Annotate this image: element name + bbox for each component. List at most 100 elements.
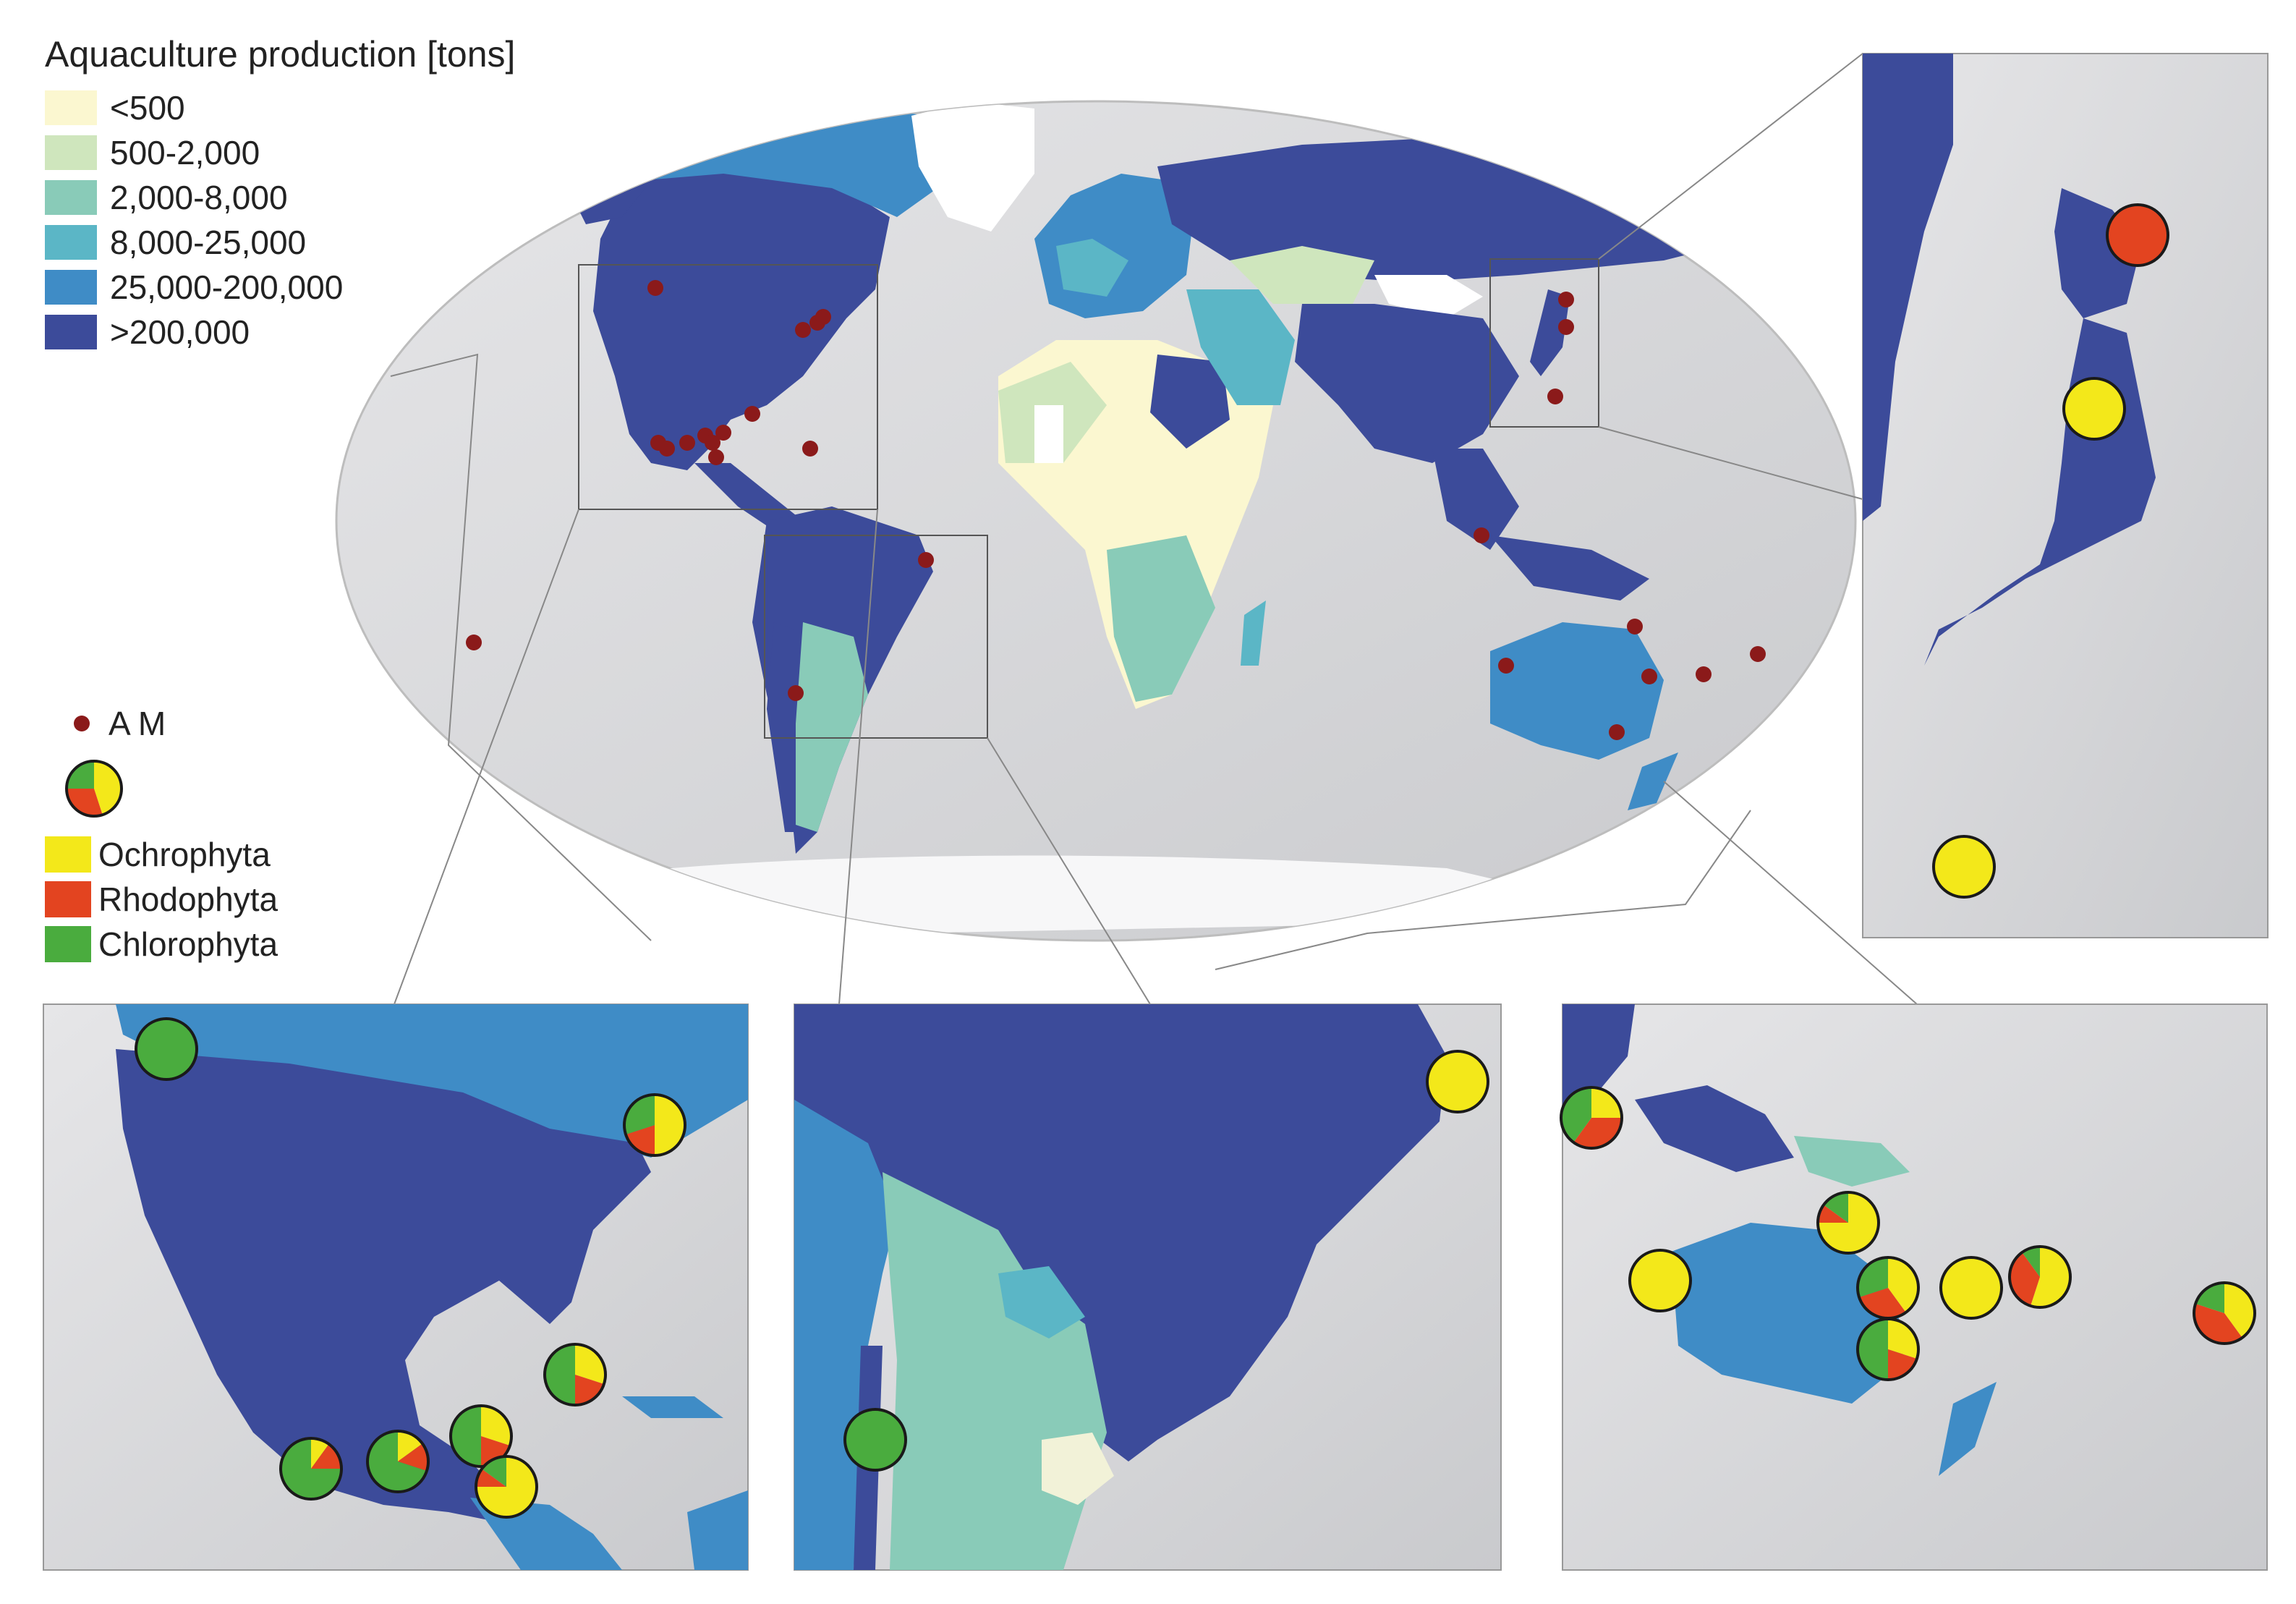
- mongolia-land: [1374, 275, 1483, 318]
- am-site-dot: [1696, 666, 1712, 682]
- pie-slice: [1427, 1051, 1488, 1112]
- site-pie: [135, 1017, 198, 1081]
- pie-outline: [843, 1408, 907, 1472]
- phyla-legend-rows: Ochrophyta Rhodophyta Chlorophyta: [45, 832, 278, 967]
- site-pie: [279, 1437, 343, 1501]
- argentina-land: [796, 622, 868, 832]
- am-site-dot: [1558, 292, 1574, 307]
- oc-inset-australia: [1671, 1223, 1910, 1404]
- am-dots: [466, 280, 1766, 740]
- legend-class-label: 25,000-200,000: [110, 268, 344, 306]
- site-pie: [366, 1430, 430, 1493]
- am-site-dot: [795, 322, 811, 338]
- am-site-dot: [1641, 669, 1657, 684]
- pie-slice: [545, 1344, 575, 1405]
- am-site-dot: [788, 685, 804, 701]
- am-site-dot: [466, 635, 482, 650]
- inset-south-america: [794, 1003, 1502, 1571]
- legend-class-label: >200,000: [110, 313, 250, 351]
- jp-region-box: [1489, 258, 1599, 428]
- jp-inset-mainland: [1863, 54, 1953, 521]
- pie-outline: [1816, 1191, 1880, 1255]
- pie-slice: [136, 1019, 197, 1079]
- phylum-label: Chlorophyta: [98, 925, 279, 963]
- na-inset-cuba: [622, 1396, 723, 1418]
- am-site-dot: [1558, 319, 1574, 335]
- pie-slice: [94, 761, 122, 815]
- oc-inset-png: [1794, 1136, 1910, 1187]
- pie-outline: [2062, 377, 2126, 441]
- pie-slice: [2031, 1247, 2071, 1308]
- pie-outline: [1856, 1317, 1920, 1381]
- am-site-dot: [1498, 658, 1514, 674]
- site-pie: [2008, 1245, 2072, 1309]
- pie-slice: [367, 1431, 427, 1492]
- pie-slice: [845, 1409, 906, 1470]
- am-label: A M: [109, 705, 166, 742]
- pie-slice: [67, 761, 94, 789]
- pie-outline: [1939, 1256, 2003, 1320]
- legend-class-label: 8,000-25,000: [110, 224, 307, 261]
- site-pie: [475, 1455, 538, 1519]
- production-legend: Aquaculture production [tons] <500 500-2,…: [45, 33, 515, 355]
- pie-slice: [1560, 1087, 1591, 1142]
- legend-swatch: [45, 270, 97, 305]
- site-pie: [2193, 1281, 2256, 1345]
- pie-slice: [481, 1406, 512, 1446]
- oc-inset-sumatra: [1562, 1004, 1635, 1114]
- am-site-dot: [744, 406, 760, 422]
- sa-inset-uruguay: [1042, 1433, 1114, 1505]
- site-pie: [1856, 1317, 1920, 1381]
- pie-outline: [1426, 1050, 1489, 1113]
- pie-slice: [624, 1095, 655, 1134]
- inset-connectors: [390, 53, 1918, 1005]
- pie-outline: [2193, 1281, 2256, 1345]
- pie-slice: [1934, 836, 1994, 897]
- am-site-dot: [1750, 646, 1766, 662]
- phylum-row: Chlorophyta: [45, 922, 278, 967]
- pie-slice: [476, 1469, 506, 1487]
- legend-swatch: [45, 315, 97, 349]
- legend-class-row: 25,000-200,000: [45, 265, 515, 310]
- am-site-dot: [708, 449, 724, 465]
- legend-class-row: 2,000-8,000: [45, 175, 515, 220]
- pie-slice: [2010, 1252, 2040, 1306]
- am-site-dot: [705, 435, 720, 451]
- sa-inset-paraguay: [998, 1266, 1085, 1338]
- pie-slice: [451, 1406, 481, 1467]
- am-site-dot: [1547, 389, 1563, 404]
- am-site-dot: [802, 441, 818, 457]
- am-site-dot: [918, 552, 934, 568]
- am-site-dot: [1474, 527, 1489, 543]
- pie-slice: [575, 1344, 606, 1384]
- pie-slice: [481, 1436, 510, 1467]
- pie-slice: [575, 1375, 604, 1405]
- legend-class-label: <500: [110, 89, 185, 127]
- pie-slice: [2195, 1283, 2224, 1313]
- indonesia-land: [1490, 535, 1649, 601]
- oc-inset-borneo: [1635, 1085, 1794, 1172]
- pie-outline: [135, 1017, 198, 1081]
- site-pie: [1939, 1256, 2003, 1320]
- pie-outline: [543, 1343, 607, 1406]
- pie-slice: [1888, 1257, 1919, 1312]
- am-site-dot: [715, 425, 731, 441]
- pie-slice: [2022, 1247, 2040, 1277]
- pie-slice: [1941, 1257, 2002, 1318]
- north-america-land: [593, 166, 890, 470]
- site-pie: [2106, 203, 2169, 267]
- am-dot-icon: [74, 716, 90, 731]
- pie-slice: [1858, 1319, 1888, 1380]
- am-site-dot: [815, 309, 831, 325]
- inset-oceania: [1560, 1003, 2268, 1571]
- greenland: [911, 101, 1034, 232]
- symbol-legend: A M Ochrophyta Rhodophyta Chlorophyta: [45, 702, 278, 967]
- pie-slice: [1858, 1257, 1888, 1297]
- pie-slice: [1888, 1349, 1917, 1380]
- legend-class-label: 2,000-8,000: [110, 179, 288, 216]
- pie-slice: [2064, 378, 2125, 439]
- legend-swatch: [45, 90, 97, 125]
- sahara-land: [1034, 405, 1063, 463]
- phylum-swatch: [45, 881, 91, 917]
